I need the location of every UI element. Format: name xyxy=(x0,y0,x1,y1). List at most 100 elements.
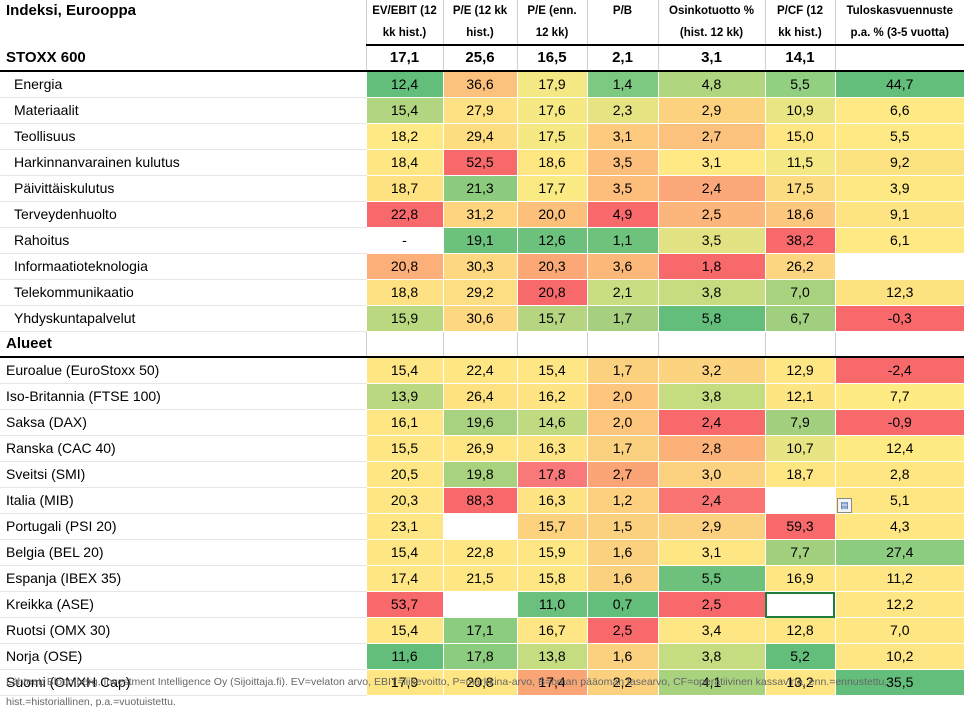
region-value-cell[interactable]: 16,1 xyxy=(365,409,443,436)
region-value-cell[interactable]: 17,8 xyxy=(516,461,587,488)
sector-value-cell[interactable]: 36,6 xyxy=(442,71,517,98)
sector-value-cell[interactable]: 15,7 xyxy=(516,305,587,332)
region-value-cell[interactable]: 15,5 xyxy=(365,435,443,462)
sector-value-cell[interactable]: 3,5 xyxy=(586,175,658,202)
region-value-cell[interactable]: 12,2 xyxy=(834,591,964,618)
region-value-cell[interactable]: 3,1 xyxy=(657,539,765,566)
sector-value-cell[interactable]: 15,0 xyxy=(764,123,835,150)
region-value-cell[interactable]: 16,2 xyxy=(516,383,587,410)
sector-value-cell[interactable]: 3,8 xyxy=(657,279,765,306)
sector-value-cell[interactable]: 12,3 xyxy=(834,279,964,306)
region-value-cell[interactable]: 15,4 xyxy=(516,357,587,384)
region-value-cell[interactable]: 12,8 xyxy=(764,617,835,644)
region-value-cell[interactable]: 16,9 xyxy=(764,565,835,592)
region-value-cell[interactable]: 2,5 xyxy=(657,591,765,618)
region-value-cell[interactable]: 17,4 xyxy=(516,669,587,696)
sector-value-cell[interactable]: 5,5 xyxy=(834,123,964,150)
region-value-cell[interactable]: 4,3 xyxy=(834,513,964,540)
region-value-cell[interactable]: 5,2 xyxy=(764,643,835,670)
region-value-cell[interactable]: 3,8 xyxy=(657,643,765,670)
sector-value-cell[interactable]: 9,1 xyxy=(834,201,964,228)
region-value-cell[interactable]: 1,7 xyxy=(586,357,658,384)
sector-value-cell[interactable]: 17,7 xyxy=(516,175,587,202)
sector-value-cell[interactable]: -0,3 xyxy=(834,305,964,332)
region-value-cell[interactable]: 3,0 xyxy=(657,461,765,488)
sector-value-cell[interactable]: 1,4 xyxy=(586,71,658,98)
region-value-cell[interactable]: 4,1 xyxy=(657,669,765,696)
region-value-cell[interactable]: 12,9 xyxy=(764,357,835,384)
region-value-cell[interactable]: 17,1 xyxy=(442,617,517,644)
sector-value-cell[interactable] xyxy=(834,253,964,280)
sector-value-cell[interactable]: 11,5 xyxy=(764,149,835,176)
region-value-cell[interactable]: 19,6 xyxy=(442,409,517,436)
region-value-cell[interactable]: 7,9 xyxy=(764,409,835,436)
region-value-cell[interactable] xyxy=(442,513,517,540)
sector-value-cell[interactable]: 15,9 xyxy=(365,305,443,332)
summary-cell[interactable]: 25,6 xyxy=(442,45,517,72)
sector-value-cell[interactable]: 6,7 xyxy=(764,305,835,332)
region-value-cell[interactable]: 5,5 xyxy=(657,565,765,592)
sector-value-cell[interactable]: 18,4 xyxy=(365,149,443,176)
sector-value-cell[interactable]: 2,7 xyxy=(657,123,765,150)
region-value-cell[interactable]: 16,3 xyxy=(516,487,587,514)
sector-value-cell[interactable]: 3,1 xyxy=(586,123,658,150)
region-value-cell[interactable]: 11,2 xyxy=(834,565,964,592)
region-value-cell[interactable]: 2,2 xyxy=(586,669,658,696)
region-value-cell[interactable]: 26,9 xyxy=(442,435,517,462)
sector-value-cell[interactable]: 5,8 xyxy=(657,305,765,332)
region-value-cell[interactable]: 22,8 xyxy=(442,539,517,566)
sector-value-cell[interactable]: - xyxy=(365,227,443,254)
sector-value-cell[interactable]: 30,3 xyxy=(442,253,517,280)
summary-cell[interactable]: 17,1 xyxy=(365,45,443,72)
region-value-cell[interactable]: 20,5 xyxy=(365,461,443,488)
region-value-cell[interactable]: 13,8 xyxy=(516,643,587,670)
sector-value-cell[interactable]: 2,4 xyxy=(657,175,765,202)
sector-value-cell[interactable]: 3,1 xyxy=(657,149,765,176)
region-value-cell[interactable]: 1,6 xyxy=(586,565,658,592)
region-value-cell[interactable]: -0,9 xyxy=(834,409,964,436)
region-value-cell[interactable]: 22,4 xyxy=(442,357,517,384)
sector-value-cell[interactable]: 4,9 xyxy=(586,201,658,228)
region-value-cell[interactable]: 2,8 xyxy=(657,435,765,462)
region-value-cell[interactable]: 17,4 xyxy=(365,565,443,592)
sector-value-cell[interactable]: 3,5 xyxy=(657,227,765,254)
region-value-cell[interactable]: 2,5 xyxy=(586,617,658,644)
region-value-cell[interactable]: 11,0 xyxy=(516,591,587,618)
region-value-cell[interactable]: 53,7 xyxy=(365,591,443,618)
paste-options-icon[interactable]: ▤ xyxy=(837,498,852,513)
sector-value-cell[interactable]: 26,2 xyxy=(764,253,835,280)
region-value-cell[interactable]: 7,0 xyxy=(834,617,964,644)
section-blank-cell[interactable] xyxy=(834,331,964,358)
sector-value-cell[interactable]: 31,2 xyxy=(442,201,517,228)
region-value-cell[interactable]: 2,9 xyxy=(657,513,765,540)
region-value-cell[interactable]: 13,9 xyxy=(365,383,443,410)
sector-value-cell[interactable]: 3,6 xyxy=(586,253,658,280)
sector-value-cell[interactable]: 21,3 xyxy=(442,175,517,202)
region-value-cell[interactable]: 15,9 xyxy=(516,539,587,566)
sector-value-cell[interactable]: 17,9 xyxy=(516,71,587,98)
region-value-cell[interactable]: 2,4 xyxy=(657,487,765,514)
sector-value-cell[interactable]: 2,5 xyxy=(657,201,765,228)
sector-value-cell[interactable]: 18,2 xyxy=(365,123,443,150)
sector-value-cell[interactable]: 12,6 xyxy=(516,227,587,254)
sector-value-cell[interactable]: 29,4 xyxy=(442,123,517,150)
region-value-cell[interactable]: 35,5 xyxy=(834,669,964,696)
region-value-cell[interactable]: 12,1 xyxy=(764,383,835,410)
summary-cell[interactable]: 2,1 xyxy=(586,45,658,72)
region-value-cell[interactable]: 1,6 xyxy=(586,643,658,670)
sector-value-cell[interactable]: 18,6 xyxy=(516,149,587,176)
sector-value-cell[interactable]: 9,2 xyxy=(834,149,964,176)
section-blank-cell[interactable] xyxy=(442,331,517,358)
region-value-cell[interactable]: 27,4 xyxy=(834,539,964,566)
summary-cell[interactable]: 16,5 xyxy=(516,45,587,72)
sector-value-cell[interactable]: 6,1 xyxy=(834,227,964,254)
region-value-cell[interactable]: 14,6 xyxy=(516,409,587,436)
sector-value-cell[interactable]: 20,3 xyxy=(516,253,587,280)
sector-value-cell[interactable]: 18,6 xyxy=(764,201,835,228)
region-value-cell[interactable]: -2,4 xyxy=(834,357,964,384)
region-value-cell[interactable]: 15,4 xyxy=(365,617,443,644)
region-value-cell[interactable]: 15,8 xyxy=(516,565,587,592)
section-blank-cell[interactable] xyxy=(365,331,443,358)
sector-value-cell[interactable]: 15,4 xyxy=(365,97,443,124)
summary-cell[interactable]: 14,1 xyxy=(764,45,835,72)
